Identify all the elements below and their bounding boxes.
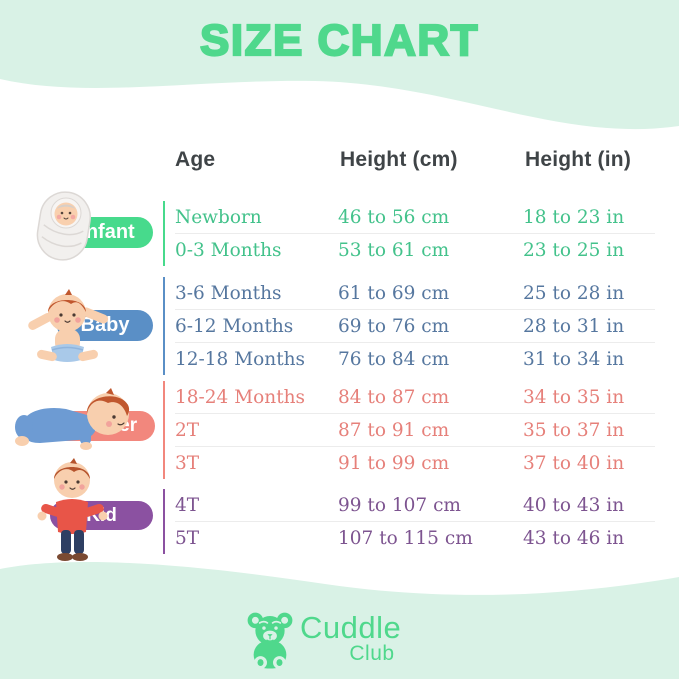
height-cm-cell: 87 to 91 cm bbox=[338, 419, 450, 441]
table-row: 12-18 Months 76 to 84 cm 31 to 34 in bbox=[175, 342, 655, 375]
height-cm-cell: 99 to 107 cm bbox=[338, 494, 461, 516]
height-cm-cell: 84 to 87 cm bbox=[338, 386, 450, 408]
column-header-age: Age bbox=[175, 148, 216, 171]
table-row: 3-6 Months 61 to 69 cm 25 to 28 in bbox=[175, 277, 655, 309]
category-badge-kid: Kid bbox=[50, 501, 153, 530]
table-row: 0-3 Months 53 to 61 cm 23 to 25 in bbox=[175, 233, 655, 266]
age-cell: 6-12 Months bbox=[175, 315, 294, 337]
age-cell: 0-3 Months bbox=[175, 239, 282, 261]
table-header-row: Age Height (cm) Height (in) bbox=[175, 148, 655, 172]
height-in-cell: 18 to 23 in bbox=[523, 206, 625, 228]
table-row: 5T 107 to 115 cm 43 to 46 in bbox=[175, 521, 655, 554]
category-badge-toddler: Toddler bbox=[51, 411, 155, 441]
height-in-cell: 35 to 37 in bbox=[523, 419, 625, 441]
height-cm-cell: 53 to 61 cm bbox=[338, 239, 450, 261]
column-header-height-in: Height (in) bbox=[525, 148, 632, 171]
height-in-cell: 37 to 40 in bbox=[523, 452, 625, 474]
height-in-cell: 40 to 43 in bbox=[523, 494, 625, 516]
category-badge-baby: Baby bbox=[57, 310, 153, 341]
height-in-cell: 28 to 31 in bbox=[523, 315, 625, 337]
table-row: Newborn 46 to 56 cm 18 to 23 in bbox=[175, 201, 655, 233]
height-cm-cell: 91 to 99 cm bbox=[338, 452, 450, 474]
age-cell: 12-18 Months bbox=[175, 348, 306, 370]
table-row: 2T 87 to 91 cm 35 to 37 in bbox=[175, 413, 655, 446]
category-badge-label: Kid bbox=[86, 504, 117, 526]
category-badge-infant: Infant bbox=[40, 217, 153, 248]
brand-name: Cuddle bbox=[300, 610, 402, 645]
table-row: 18-24 Months 84 to 87 cm 34 to 35 in bbox=[175, 381, 655, 413]
height-in-cell: 34 to 35 in bbox=[523, 386, 625, 408]
table-group-infant: Newborn 46 to 56 cm 18 to 23 in 0-3 Mont… bbox=[163, 201, 655, 266]
height-cm-cell: 61 to 69 cm bbox=[338, 282, 450, 304]
age-cell: 5T bbox=[175, 527, 200, 549]
category-badge-label: Infant bbox=[80, 221, 135, 243]
category-badge-label: Toddler bbox=[68, 415, 138, 436]
category-badge-label: Baby bbox=[80, 314, 130, 336]
height-in-cell: 43 to 46 in bbox=[523, 527, 625, 549]
height-in-cell: 23 to 25 in bbox=[523, 239, 625, 261]
brand-suffix: Club bbox=[349, 642, 395, 665]
table-row: 6-12 Months 69 to 76 cm 28 to 31 in bbox=[175, 309, 655, 342]
table-group-toddler: 18-24 Months 84 to 87 cm 34 to 35 in 2T … bbox=[163, 381, 655, 479]
height-in-cell: 31 to 34 in bbox=[523, 348, 625, 370]
height-in-cell: 25 to 28 in bbox=[523, 282, 625, 304]
height-cm-cell: 107 to 115 cm bbox=[338, 527, 473, 549]
height-cm-cell: 69 to 76 cm bbox=[338, 315, 450, 337]
age-cell: 3T bbox=[175, 452, 200, 474]
table-row: 3T 91 to 99 cm 37 to 40 in bbox=[175, 446, 655, 479]
age-cell: 18-24 Months bbox=[175, 386, 306, 408]
page-title: SIZE CHART bbox=[199, 15, 479, 66]
height-cm-cell: 76 to 84 cm bbox=[338, 348, 450, 370]
height-cm-cell: 46 to 56 cm bbox=[338, 206, 450, 228]
table-row: 4T 99 to 107 cm 40 to 43 in bbox=[175, 489, 655, 521]
age-cell: 3-6 Months bbox=[175, 282, 282, 304]
age-cell: Newborn bbox=[175, 206, 262, 228]
age-cell: 2T bbox=[175, 419, 200, 441]
age-cell: 4T bbox=[175, 494, 200, 516]
teddy-bear-icon bbox=[247, 612, 293, 669]
column-header-height-cm: Height (cm) bbox=[340, 148, 458, 171]
table-group-baby: 3-6 Months 61 to 69 cm 25 to 28 in 6-12 … bbox=[163, 277, 655, 375]
brand-logo: Cuddle Club bbox=[244, 608, 444, 674]
table-group-kid: 4T 99 to 107 cm 40 to 43 in 5T 107 to 11… bbox=[163, 489, 655, 554]
